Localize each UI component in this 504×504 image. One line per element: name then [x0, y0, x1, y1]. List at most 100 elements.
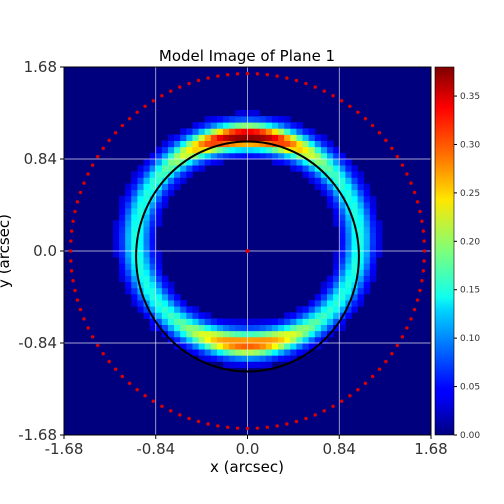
heatmap-cell — [137, 214, 144, 221]
heatmap-cell — [327, 275, 334, 283]
heatmap-cell — [302, 152, 310, 160]
heatmap-cell — [125, 214, 132, 221]
heatmap-cell — [174, 318, 181, 325]
caustic-point — [384, 359, 388, 364]
heatmap-cell — [351, 275, 358, 283]
heatmap-cell — [241, 134, 248, 141]
heatmap-cell — [363, 214, 371, 221]
heatmap-cell — [235, 349, 242, 356]
heatmap-cell — [223, 116, 230, 123]
heatmap-cell — [180, 165, 187, 172]
heatmap-cell — [320, 152, 328, 160]
heatmap-cell — [351, 257, 358, 264]
heatmap-cell — [333, 257, 340, 264]
heatmap-cell — [143, 226, 151, 233]
heatmap-cell — [229, 355, 236, 362]
heatmap-cell — [339, 300, 346, 307]
heatmap-cell — [259, 122, 267, 129]
heatmap-cell — [161, 312, 169, 319]
heatmap-cell — [204, 324, 212, 332]
caustic-point — [245, 426, 250, 431]
heatmap-cell — [351, 244, 358, 252]
heatmap-cell — [320, 330, 328, 338]
heatmap-cell — [351, 306, 358, 313]
heatmap-cell — [186, 318, 193, 325]
heatmap-cell — [345, 287, 352, 295]
heatmap-cell — [210, 330, 218, 338]
heatmap-cell — [278, 159, 285, 166]
heatmap-cell — [125, 287, 132, 295]
heatmap-cell — [345, 165, 352, 172]
caustic-point — [196, 78, 201, 83]
heatmap-cell — [161, 159, 169, 166]
caustic-point — [69, 269, 74, 273]
heatmap-cell — [333, 300, 340, 307]
heatmap-cell — [339, 275, 346, 283]
heatmap-cell — [180, 300, 187, 307]
heatmap-cell — [229, 318, 236, 325]
heatmap-cell — [265, 134, 273, 141]
heatmap-cell — [119, 208, 126, 215]
heatmap-cell — [186, 312, 193, 319]
caustic-point — [418, 288, 422, 293]
heatmap-cell — [357, 287, 365, 295]
heatmap-cell — [320, 134, 328, 141]
heatmap-cell — [210, 146, 218, 154]
heatmap-cell — [333, 287, 340, 295]
heatmap-cell — [155, 177, 163, 184]
heatmap-cell — [198, 134, 206, 141]
heatmap-cell — [345, 177, 352, 184]
heatmap-cell — [149, 300, 157, 307]
heatmap-cell — [314, 330, 322, 338]
caustic-point — [422, 249, 427, 253]
heatmap-cell — [180, 128, 187, 135]
heatmap-cell — [210, 140, 218, 148]
heatmap-cell — [131, 293, 138, 301]
caustic-point — [356, 388, 360, 392]
caustic-point — [69, 239, 73, 243]
heatmap-cell — [241, 361, 248, 368]
heatmap-cell — [192, 165, 199, 172]
heatmap-cell — [253, 355, 261, 362]
heatmap-cell — [210, 324, 218, 332]
heatmap-cell — [247, 349, 255, 356]
heatmap-cell — [192, 349, 199, 356]
heatmap-cell — [223, 336, 230, 344]
y-tick-label: -1.68 — [18, 426, 57, 444]
heatmap-cell — [149, 263, 157, 270]
heatmap-cell — [278, 152, 285, 160]
heatmap-cell — [271, 336, 279, 344]
caustic-point — [160, 404, 164, 408]
heatmap-cell — [143, 165, 151, 172]
colorbar: 0.00 0.05 0.10 0.15 0.20 0.25 0.30 0.35 — [434, 66, 480, 441]
heatmap-cell — [333, 195, 340, 203]
heatmap-cell — [247, 355, 255, 362]
heatmap-cell — [339, 293, 346, 301]
heatmap-cell — [345, 214, 352, 221]
heatmap-cell — [137, 257, 144, 264]
colorbar-tick-label: 0.30 — [460, 140, 480, 150]
heatmap-cell — [229, 146, 236, 154]
heatmap-cell — [357, 238, 365, 246]
heatmap-cell — [369, 201, 377, 209]
caustic-point — [135, 110, 139, 114]
heatmap-cell — [149, 293, 157, 301]
heatmap-cell — [131, 251, 138, 258]
caustic-point — [187, 416, 191, 421]
heatmap-cell — [259, 152, 267, 160]
heatmap-cell — [235, 122, 242, 129]
heatmap-cell — [161, 318, 169, 325]
heatmap-cell — [296, 312, 303, 319]
plot-area — [63, 66, 432, 436]
heatmap-cell — [119, 232, 126, 240]
heatmap-cell — [351, 232, 358, 240]
caustic-point — [294, 419, 299, 424]
heatmap-cell — [149, 269, 157, 276]
heatmap-cell — [296, 122, 303, 129]
heatmap-cell — [357, 281, 365, 289]
heatmap-cell — [198, 318, 206, 325]
heatmap-cell — [320, 324, 328, 332]
heatmap-cell — [339, 165, 346, 172]
heatmap-cell — [149, 220, 157, 227]
heatmap-cell — [357, 220, 365, 227]
